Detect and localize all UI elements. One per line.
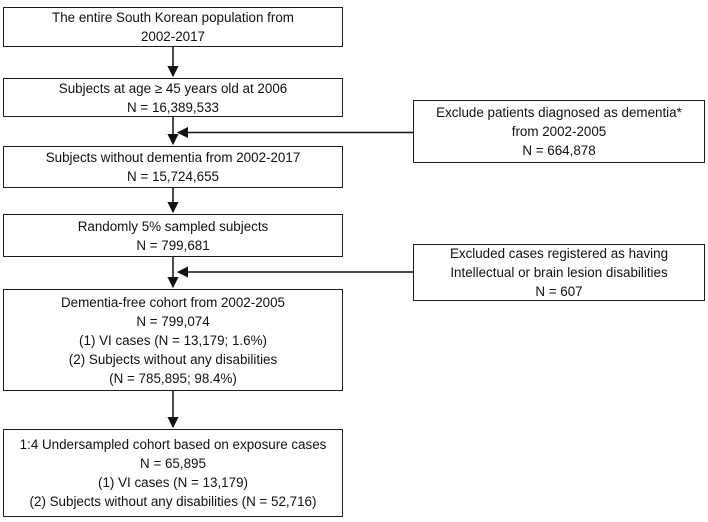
- flow-box-dementia-free-cohort: Dementia-free cohort from 2002-2005 N = …: [3, 289, 343, 391]
- flow-box-age-criteria: Subjects at age ≥ 45 years old at 2006 N…: [3, 78, 343, 117]
- flow-box-undersampled-cohort: 1:4 Undersampled cohort based on exposur…: [3, 429, 343, 517]
- flow-box-text-line: Subjects without dementia from 2002-2017: [45, 150, 301, 165]
- flow-box-text-line: Dementia-free cohort from 2002-2005: [60, 294, 286, 310]
- flow-box-text-line: N = 15,724,655: [127, 169, 219, 184]
- flow-box-text-line: N = 799,681: [136, 237, 210, 253]
- flow-box-text-line: (2) Subjects without any disabilities: [68, 351, 278, 367]
- exclusion-box-text-line: N = 664,878: [522, 143, 596, 158]
- flow-box-text-line: N = 16,389,533: [127, 99, 219, 115]
- flow-box-entire-population: The entire South Korean population from …: [3, 7, 343, 47]
- flow-box-text-line: N = 799,074: [136, 313, 210, 329]
- exclusion-box-text-line: from 2002-2005: [511, 124, 607, 139]
- exclusion-box-text-line: Excluded cases registered as having: [449, 246, 669, 261]
- flow-box-text-line: (1) VI cases (N = 13,179): [98, 475, 248, 490]
- flow-box-text-line: (N = 785,895; 98.4%): [109, 370, 237, 386]
- flow-box-text-line: (1) VI cases (N = 13,179; 1.6%): [79, 332, 267, 348]
- exclusion-box-disability: Excluded cases registered as having Inte…: [413, 244, 705, 301]
- exclusion-box-text-line: N = 607: [535, 284, 583, 299]
- flow-box-text-line: Subjects at age ≥ 45 years old at 2006: [58, 80, 288, 96]
- flow-box-text-line: (2) Subjects without any disabilities (N…: [29, 494, 317, 509]
- flow-box-random-sample: Randomly 5% sampled subjects N = 799,681: [3, 214, 343, 257]
- exclusion-box-dementia: Exclude patients diagnosed as dementia* …: [413, 100, 705, 163]
- exclusion-box-text-line: Intellectual or brain lesion disabilitie…: [450, 265, 668, 280]
- flow-box-text-line: Randomly 5% sampled subjects: [77, 218, 269, 234]
- flow-box-text-line: N = 65,895: [140, 456, 206, 471]
- exclusion-box-text-line: Exclude patients diagnosed as dementia*: [436, 105, 682, 120]
- flow-box-text-line: 1:4 Undersampled cohort based on exposur…: [19, 437, 327, 452]
- flow-box-text-line: 2002-2017: [140, 29, 206, 44]
- flow-box-text-line: The entire South Korean population from: [52, 10, 294, 25]
- flow-box-without-dementia: Subjects without dementia from 2002-2017…: [3, 146, 343, 188]
